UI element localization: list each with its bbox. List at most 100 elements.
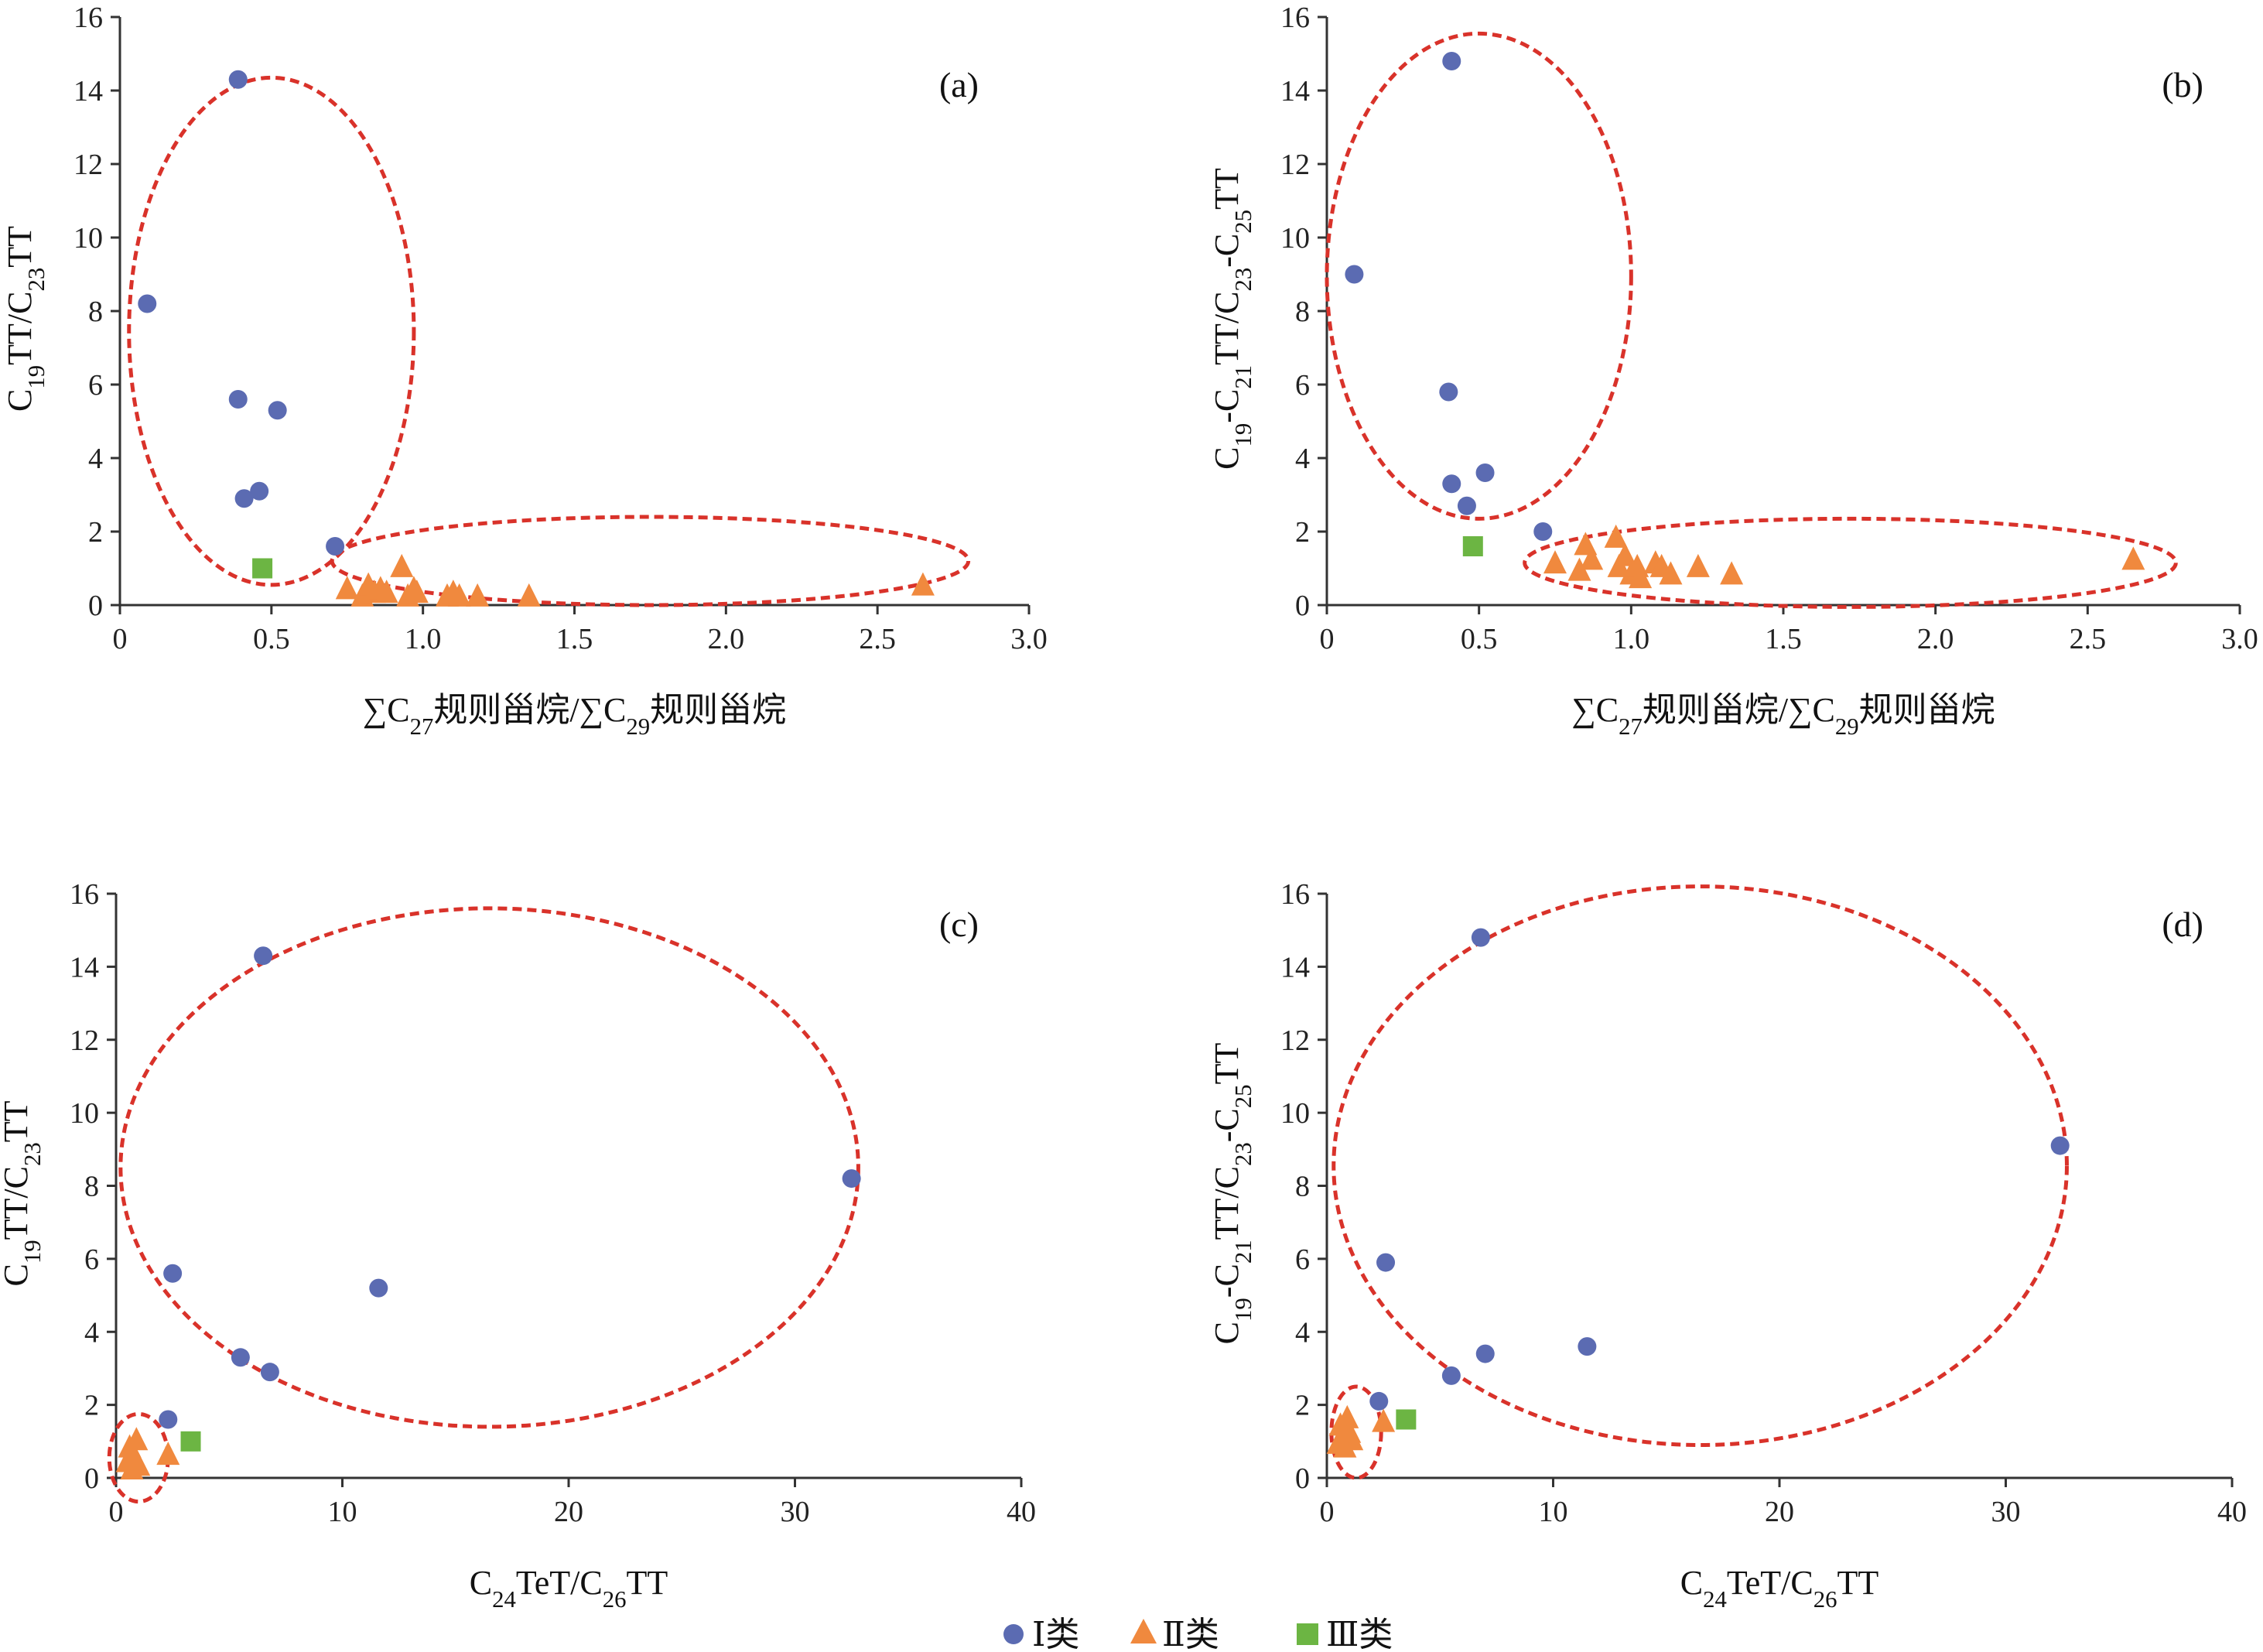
point-class-1: [250, 481, 269, 501]
x-tick-label: 2.5: [2070, 623, 2107, 655]
x-tick-label: 20: [1765, 1496, 1794, 1528]
y-axis-title: C19TT/C23TT: [1, 226, 50, 412]
point-class-1: [254, 946, 273, 966]
point-class-1: [138, 294, 157, 313]
point-class-1: [1376, 1253, 1396, 1272]
panel-label: (c): [939, 905, 979, 944]
point-class-1: [1442, 474, 1461, 494]
panel-d: 0 2 4 6 8 10 12 14 16 0 10 20 30 40 C24TeT/C26TT C19-C2…: [1208, 878, 2247, 1613]
point-class-2: [1659, 561, 1683, 585]
point-class-1: [326, 537, 345, 556]
point-class-1: [1578, 1337, 1597, 1356]
y-axis-title: C19-C21TT/C23-C25TT: [1208, 168, 1256, 470]
legend-marker-square: [1297, 1623, 1318, 1645]
x-tick-label: 20: [554, 1496, 583, 1528]
point-class-2: [335, 576, 359, 600]
group-ellipse: [1523, 516, 2178, 609]
point-class-1: [228, 70, 248, 89]
legend-label: Ⅲ类: [1326, 1616, 1393, 1652]
y-tick-label: 6: [84, 1243, 99, 1276]
group-ellipse: [1325, 31, 1633, 521]
point-class-1: [1475, 463, 1495, 482]
point-class-1: [1475, 1344, 1495, 1363]
x-tick-label: 0.5: [1461, 623, 1498, 655]
group-ellipse: [330, 515, 971, 607]
legend-item: Ⅰ类: [1003, 1616, 1079, 1652]
point-class-2: [911, 572, 935, 596]
x-axis-title: C24TeT/C26TT: [1680, 1564, 1879, 1613]
group-ellipse: [1329, 1384, 1383, 1480]
legend-label: Ⅱ类: [1162, 1616, 1219, 1652]
y-tick-label: 10: [1280, 222, 1310, 255]
point-class-1: [1457, 496, 1476, 515]
point-class-2: [390, 553, 414, 577]
legend-label: Ⅰ类: [1032, 1616, 1079, 1652]
x-tick-label: 10: [328, 1496, 357, 1528]
x-tick-label: 0: [1320, 1496, 1335, 1528]
y-tick-label: 2: [88, 516, 103, 549]
point-class-2: [125, 1427, 149, 1451]
point-class-1: [1442, 52, 1461, 70]
x-tick-label: 10: [1539, 1496, 1568, 1528]
point-class-1: [1345, 265, 1364, 284]
group-ellipse: [1331, 884, 2069, 1448]
point-class-1: [268, 401, 287, 420]
y-tick-label: 4: [1295, 1316, 1310, 1349]
x-tick-label: 1.5: [556, 623, 593, 655]
x-axis-title: C24TeT/C26TT: [470, 1564, 668, 1613]
x-tick-label: 30: [1991, 1496, 2021, 1528]
panel-label: (b): [2162, 65, 2203, 104]
point-class-1: [369, 1278, 388, 1298]
point-class-2: [1567, 557, 1591, 581]
point-class-2: [374, 580, 398, 604]
y-tick-label: 4: [1295, 443, 1310, 475]
y-tick-label: 12: [73, 149, 103, 181]
legend-marker-triangle: [1130, 1619, 1157, 1643]
point-class-1: [1471, 928, 1490, 947]
legend: Ⅰ类 Ⅱ类 Ⅲ类: [1003, 1616, 1393, 1652]
panel-b: 0 2 4 6 8 10 12 14 16 0 0.5 1.0 1.5 2.0 2.5 3.0 ∑C27规则甾烷…: [1208, 2, 2258, 740]
y-tick-label: 0: [84, 1462, 99, 1495]
y-tick-label: 2: [84, 1390, 99, 1422]
point-class-1: [842, 1169, 861, 1189]
x-tick-label: 1.0: [1613, 623, 1650, 655]
y-tick-label: 16: [73, 2, 103, 34]
y-tick-label: 0: [88, 590, 103, 622]
y-tick-label: 14: [70, 951, 99, 983]
point-class-3: [180, 1431, 201, 1452]
point-class-1: [1441, 1366, 1461, 1385]
y-tick-label: 6: [1295, 1243, 1310, 1276]
y-tick-label: 12: [70, 1024, 99, 1057]
y-tick-label: 0: [1295, 590, 1310, 622]
group-ellipse: [118, 906, 860, 1429]
x-tick-label: 2.0: [708, 623, 745, 655]
y-tick-label: 8: [84, 1171, 99, 1203]
point-class-2: [517, 583, 541, 607]
point-class-1: [2050, 1136, 2070, 1155]
y-tick-label: 10: [70, 1097, 99, 1130]
legend-item: Ⅲ类: [1297, 1616, 1393, 1652]
point-class-1: [234, 489, 254, 508]
x-tick-label: 0: [109, 1496, 124, 1528]
point-class-2: [1613, 542, 1637, 566]
x-tick-label: 1.5: [1765, 623, 1802, 655]
legend-item: Ⅱ类: [1130, 1616, 1219, 1652]
y-tick-label: 14: [1280, 951, 1310, 983]
y-tick-label: 6: [1295, 369, 1310, 402]
y-tick-label: 0: [1295, 1462, 1310, 1495]
point-class-1: [1369, 1391, 1389, 1411]
point-class-2: [1604, 524, 1628, 548]
panel-c: 0 2 4 6 8 10 12 14 16 0 10 20 30 40 C24TeT/C26TT C19TT/…: [0, 878, 1036, 1613]
x-tick-label: 0: [113, 623, 128, 655]
y-tick-label: 16: [1280, 2, 1310, 34]
point-class-3: [1462, 536, 1483, 556]
point-class-1: [163, 1264, 183, 1283]
point-class-2: [1720, 561, 1744, 585]
y-tick-label: 8: [1295, 296, 1310, 328]
y-tick-label: 12: [1280, 1024, 1310, 1057]
y-axis-title: C19TT/C23TT: [0, 1100, 46, 1286]
y-tick-label: 2: [1295, 1390, 1310, 1422]
panel-label: (d): [2162, 905, 2203, 944]
point-class-3: [252, 558, 273, 579]
